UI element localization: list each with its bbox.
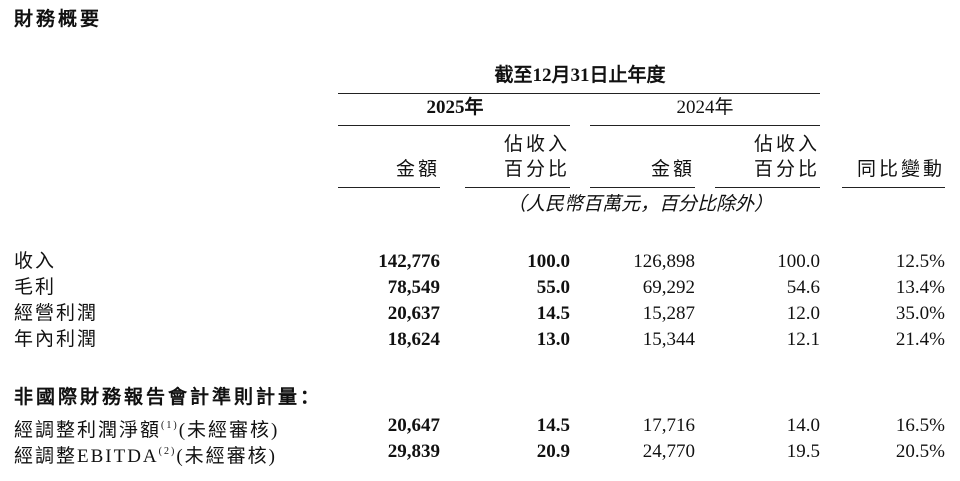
cell: 78,549 <box>387 277 440 298</box>
period-header: 截至12月31日止年度 <box>494 65 666 86</box>
rule <box>338 187 440 188</box>
cell: 12.0 <box>786 303 820 324</box>
row-label: 經營利潤 <box>14 303 99 324</box>
footnote-ref: (1) <box>161 420 179 431</box>
rule <box>338 125 570 126</box>
cell: 19.5 <box>786 441 820 462</box>
row-label: 經調整EBITDA(2)(未經審核) <box>14 441 277 468</box>
year-header: 2024年 <box>676 97 734 118</box>
rule <box>465 187 570 188</box>
title: 財務概要 <box>14 9 103 30</box>
cell: 142,776 <box>378 251 440 272</box>
cell: 69,292 <box>642 277 695 298</box>
cell: 126,898 <box>633 251 695 272</box>
cell: 21.4% <box>895 329 945 350</box>
label-suffix: (未經審核) <box>178 420 280 441</box>
row-label: 毛利 <box>14 277 57 298</box>
cell: 16.5% <box>895 415 945 436</box>
year-header: 2025年 <box>426 97 484 118</box>
cell: 18,624 <box>387 329 440 350</box>
label-text: 經調整EBITDA <box>14 446 159 467</box>
row-label: 經調整利潤淨額(1)(未經審核) <box>14 415 279 442</box>
cell: 14.5 <box>536 303 570 324</box>
column-header: 金額 <box>395 159 440 180</box>
row-label: 年內利潤 <box>14 329 99 350</box>
cell: 12.1 <box>786 329 820 350</box>
cell: 15,287 <box>642 303 695 324</box>
footnote-ref: (2) <box>158 446 177 457</box>
column-header: 百分比 <box>753 159 820 180</box>
unit-note: （人民幣百萬元，百分比除外） <box>506 194 774 215</box>
rule <box>590 187 695 188</box>
cell: 35.0% <box>895 303 945 324</box>
cell: 17,716 <box>642 415 695 436</box>
cell: 55.0 <box>536 277 570 298</box>
rule <box>338 93 820 94</box>
column-header: 佔收入 <box>503 134 570 155</box>
cell: 14.0 <box>786 415 820 436</box>
column-header: 佔收入 <box>753 134 820 155</box>
section-header: 非國際財務報告會計準則計量： <box>14 387 323 408</box>
row-label: 收入 <box>14 251 57 272</box>
rule <box>715 187 820 188</box>
cell: 20.5% <box>895 441 945 462</box>
label-suffix: (未經審核) <box>176 446 277 467</box>
column-header: 金額 <box>650 159 695 180</box>
cell: 29,839 <box>387 441 440 462</box>
rule <box>842 187 945 188</box>
cell: 12.5% <box>895 251 945 272</box>
cell: 13.0 <box>536 329 570 350</box>
cell: 20,637 <box>387 303 440 324</box>
cell: 14.5 <box>536 415 570 436</box>
rule <box>590 125 820 126</box>
cell: 24,770 <box>642 441 695 462</box>
cell: 15,344 <box>642 329 695 350</box>
cell: 100.0 <box>777 251 820 272</box>
column-header: 同比變動 <box>856 159 945 180</box>
cell: 13.4% <box>895 277 945 298</box>
label-text: 經調整利潤淨額 <box>14 420 162 441</box>
cell: 20.9 <box>536 441 570 462</box>
column-header: 百分比 <box>503 159 570 180</box>
cell: 20,647 <box>387 415 440 436</box>
cell: 100.0 <box>527 251 570 272</box>
cell: 54.6 <box>786 277 820 298</box>
